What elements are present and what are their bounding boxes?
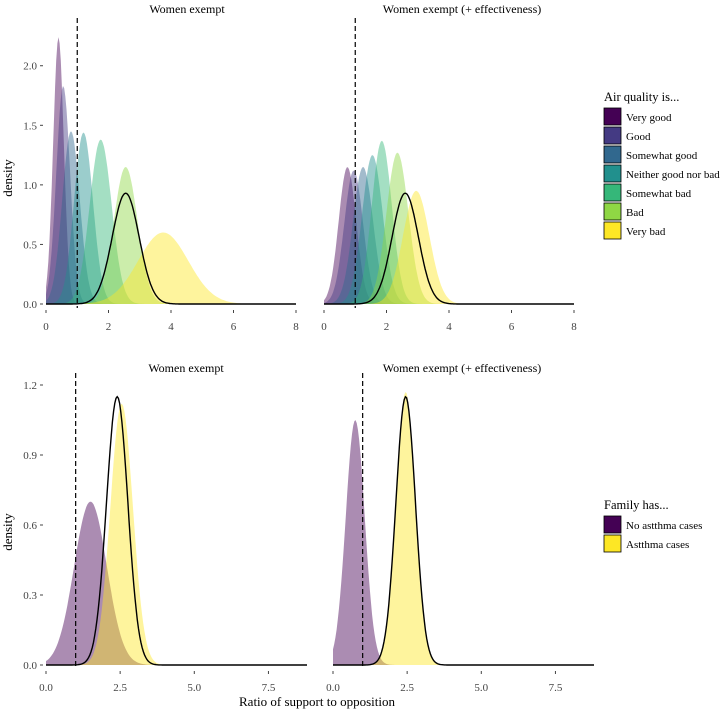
legend-title: Air quality is... [604,90,679,104]
y-axis-label-bottom: density [0,513,15,551]
legend-1: Air quality is... Very good Good Somewhat g… [603,90,720,240]
y-tick-label: 2.0 [23,61,37,73]
y-tick-label: 0.0 [23,299,37,311]
legends: Air quality is... Very good Good Somewhat g… [603,90,720,553]
panel-title: Women exempt [149,2,225,16]
density-area-bad [46,167,296,304]
density-area-somewhat-good [324,167,574,304]
x-tick-label: 6 [509,321,515,333]
x-tick-label: 0.0 [326,682,340,694]
panel-4: Women exempt (+ effectiveness) 0.0 2.5 5.0 7… [326,361,594,694]
legend-swatch [603,126,622,145]
y-tick-label: 1.5 [23,120,37,132]
legend-swatch [603,202,622,221]
legend-label: Astthma cases [626,539,689,551]
legend-label: Neither good nor bad [626,169,720,181]
x-tick-label: 2.5 [400,682,414,694]
x-axis-label: Ratio of support to opposition [239,694,396,709]
legend-swatch [603,221,622,240]
y-tick-label: 1.0 [23,180,37,192]
x-tick-label: 8 [293,321,299,333]
y-tick-label: 0.0 [23,660,37,672]
panel-1: Women exempt 0.0 0.5 1.0 1.5 2.0 0 2 4 6 8 [23,2,299,333]
density-area-good [324,170,574,304]
x-tick-label: 5.0 [187,682,201,694]
y-tick-label: 0.6 [23,520,37,532]
panel-title: Women exempt (+ effectiveness) [383,361,542,375]
density-area-somewhat-good [46,131,296,304]
legend-swatch [603,145,622,164]
y-tick-label: 0.3 [23,590,37,602]
density-outline [46,192,296,305]
density-area-neither-good-nor-bad [46,132,296,304]
panel-title: Women exempt [148,361,224,375]
legend-label: Somewhat bad [626,188,692,200]
density-area-no-astthma-cases [333,420,594,665]
density-area-astthma-cases [333,392,594,665]
x-tick-label: 0 [321,321,327,333]
density-outline [333,395,594,666]
x-tick-label: 7.5 [549,682,563,694]
x-tick-label: 5.0 [474,682,488,694]
y-tick-label: 0.5 [23,239,37,251]
y-axis-label-top: density [0,159,15,197]
y-tick-label: 0.9 [23,450,37,462]
density-area-good [46,86,296,304]
density-outline [46,395,307,666]
panel-2: Women exempt (+ effectiveness) 0 2 4 6 8 [321,2,577,333]
x-tick-label: 2.5 [113,682,127,694]
legend-swatch [603,183,622,202]
x-tick-label: 0 [43,321,49,333]
x-tick-label: 4 [168,321,174,333]
legend-label: No astthma cases [626,520,702,532]
panel-3: Women exempt 0.0 0.3 0.6 0.9 1.2 0.0 2.5 5.0 7.5 [23,361,307,694]
x-tick-label: 7.5 [262,682,276,694]
x-tick-label: 6 [231,321,237,333]
density-outline [324,192,574,305]
density-area-somewhat-bad [46,139,296,304]
x-tick-label: 2 [106,321,112,333]
legend-label: Very bad [626,226,666,238]
legend-label: Very good [626,112,672,124]
legend-2: Family has... No astthma cases Astthma cas… [603,498,702,553]
legend-label: Bad [626,207,644,219]
density-area-very-bad [46,232,296,304]
x-tick-label: 4 [446,321,452,333]
density-area-very-good [324,167,574,304]
legend-swatch [603,534,622,553]
density-area-astthma-cases [46,403,307,665]
legend-label: Somewhat good [626,150,698,162]
legend-label: Good [626,131,651,143]
y-tick-label: 1.2 [23,380,37,392]
x-tick-label: 0.0 [39,682,53,694]
x-tick-label: 2 [384,321,390,333]
legend-swatch [603,515,622,534]
legend-title: Family has... [604,498,669,512]
panel-title: Women exempt (+ effectiveness) [383,2,542,16]
legend-swatch [603,164,622,183]
density-area-no-astthma-cases [46,501,307,665]
legend-swatch [603,107,622,126]
x-tick-label: 8 [571,321,577,333]
